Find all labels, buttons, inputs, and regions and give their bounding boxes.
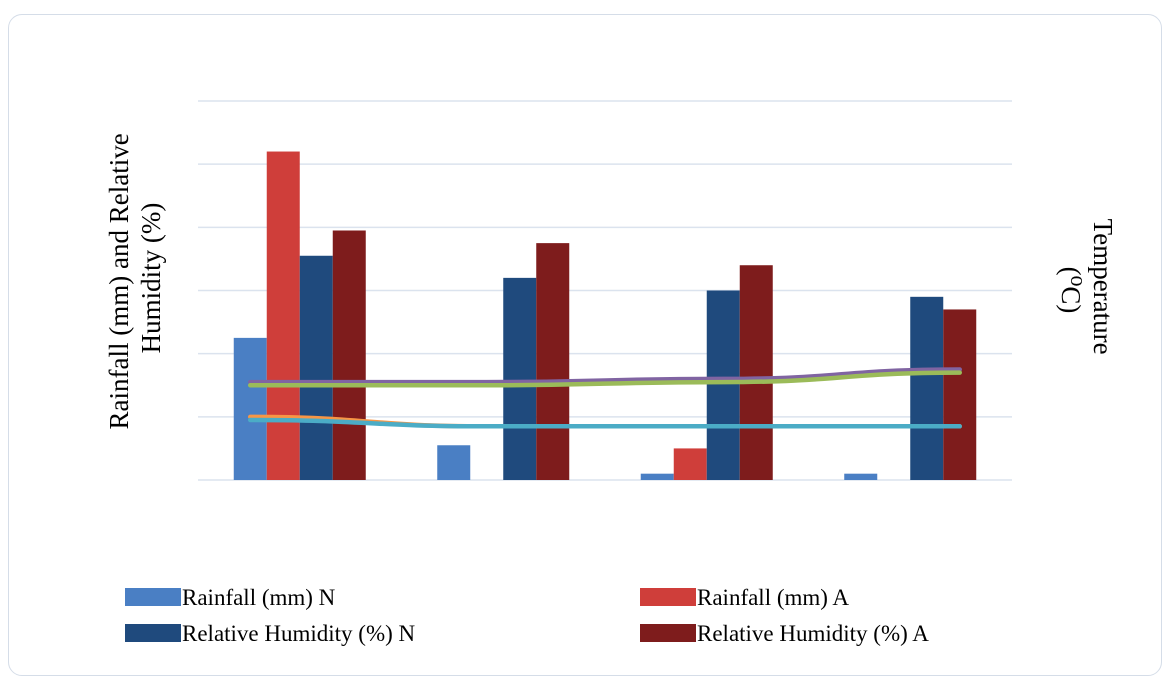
trend-lines [248,367,962,429]
legend-swatch-humidity-n [125,624,181,642]
y-axis-title-line-2: Humidity (%) [136,203,166,354]
bar-series-0-cat-2 [640,473,674,480]
bar-series-1-cat-0 [266,151,300,481]
bar-series-2-cat-0 [299,255,333,480]
bar-series-3-cat-0 [332,230,366,480]
bar-series-3-cat-2 [739,265,773,480]
bar-series-3-cat-3 [943,309,977,480]
legend-swatch-rainfall-n [125,588,181,606]
y-axis-title: Rainfall (mm) and Relative Humidity (%) [104,127,166,430]
trend-line-1 [248,370,962,388]
legend-label-rainfall-a: Rainfall (mm) A [697,585,849,610]
bars [233,151,977,481]
legend-swatch-humidity-a [640,624,696,642]
bar-series-3-cat-1 [536,243,570,480]
y2-axis-title: Temperature (⁰C) [1056,219,1118,362]
trend-line-3 [248,417,962,429]
bar-series-2-cat-3 [910,296,944,480]
y2-axis-title-line-2: (⁰C) [1056,267,1086,314]
legend-label-humidity-n: Relative Humidity (%) N [182,621,416,646]
trend-line-0 [248,367,962,385]
bar-series-0-cat-1 [437,445,471,480]
chart-canvas: Rainfall (mm) and Relative Humidity (%) … [104,100,1118,646]
bar-series-0-cat-0 [233,337,267,480]
bar-series-2-cat-1 [503,277,537,480]
y-axis-title-line-1: Rainfall (mm) and Relative [104,133,134,429]
y2-axis-title-line-1: Temperature [1088,219,1118,355]
bar-series-2-cat-2 [706,290,740,480]
bar-series-0-cat-3 [844,473,878,480]
legend-label-humidity-a: Relative Humidity (%) A [697,621,929,646]
legend: Rainfall (mm) N Rainfall (mm) A Relative… [125,585,929,646]
bar-series-1-cat-2 [673,448,707,480]
legend-label-rainfall-n: Rainfall (mm) N [182,585,336,610]
legend-swatch-rainfall-a [640,588,696,606]
